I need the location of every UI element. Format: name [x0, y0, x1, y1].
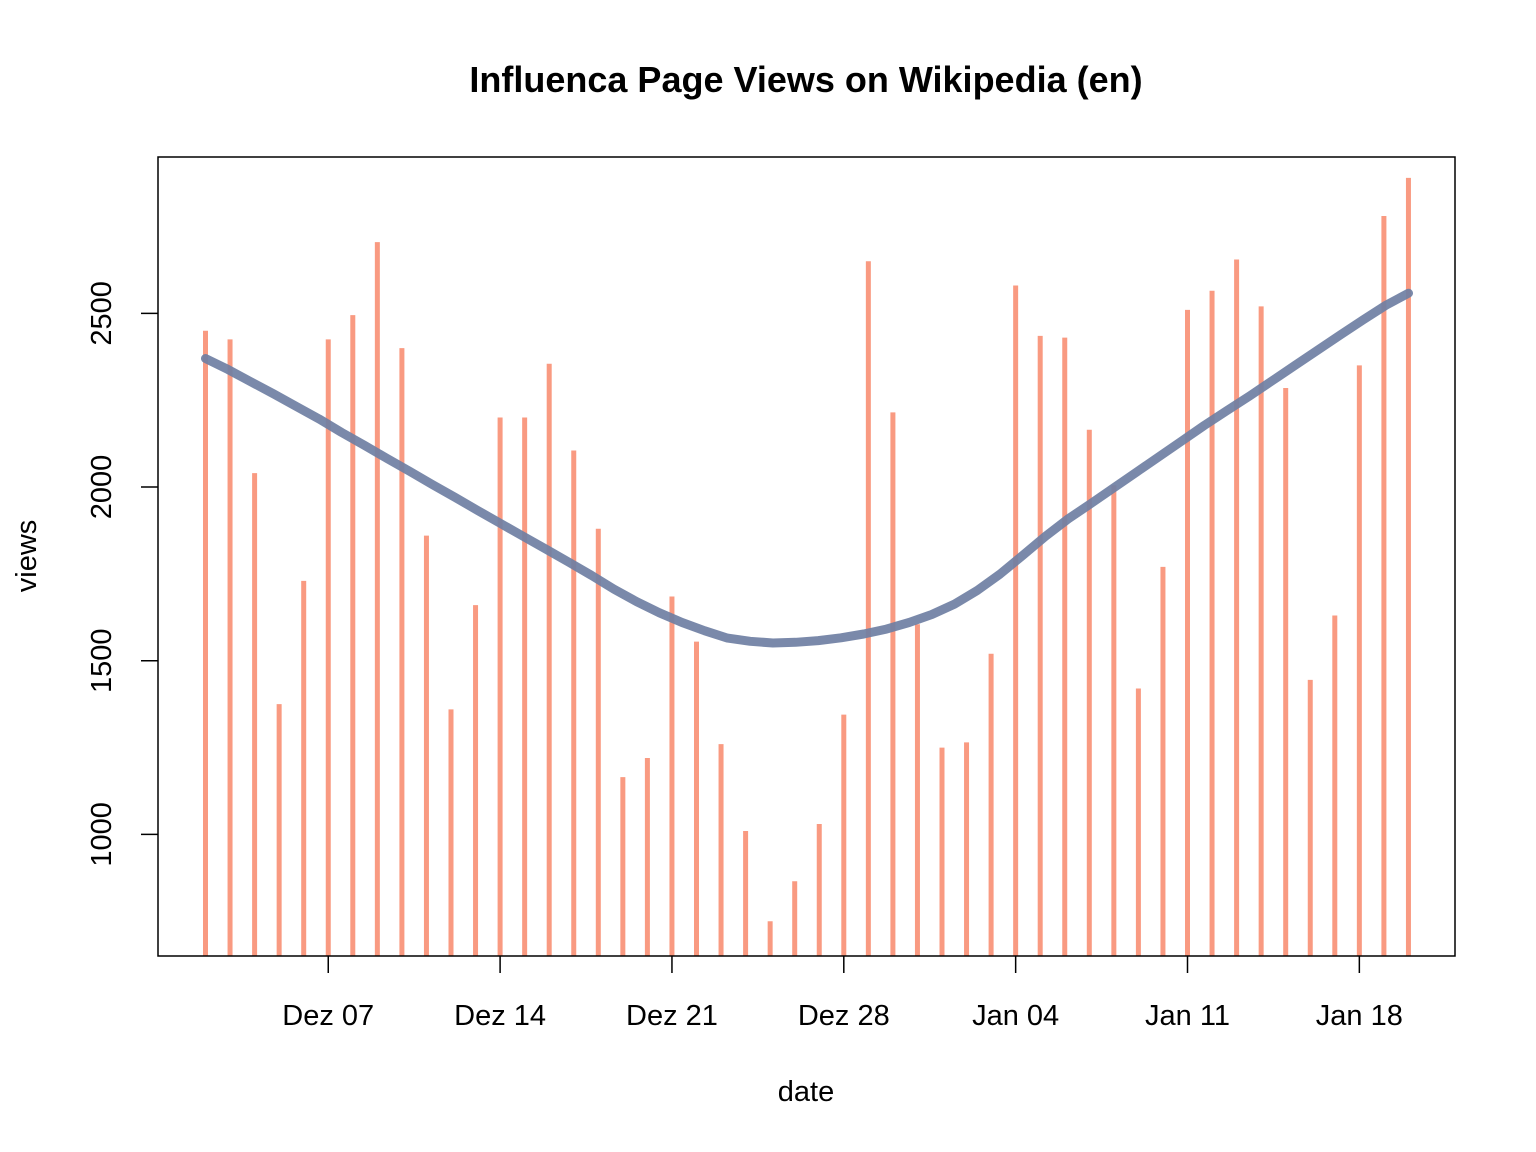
x-tick-label: Jan 18 — [1316, 1000, 1403, 1032]
y-tick-label: 2000 — [86, 455, 118, 520]
y-tick-label: 2500 — [86, 281, 118, 346]
x-tick-label: Jan 11 — [1145, 1000, 1230, 1032]
trend-line — [201, 288, 1413, 648]
x-tick-label: Jan 04 — [972, 1000, 1059, 1032]
x-tick-label: Dez 28 — [798, 1000, 890, 1032]
trend-group — [201, 288, 1413, 648]
x-tick-label: Dez 07 — [282, 1000, 374, 1032]
y-tick-label: 1500 — [86, 628, 118, 693]
chart-title: Influenca Page Views on Wikipedia (en) — [469, 59, 1142, 100]
x-tick-label: Dez 14 — [454, 1000, 546, 1032]
plot-frame — [157, 156, 1456, 957]
x-axis-label: date — [778, 1076, 834, 1108]
x-axis: Dez 07 Dez 14 Dez 21 Dez 28 Jan 04 Jan 11 Jan … — [282, 956, 1403, 1032]
y-axis: 1000 1500 2000 2500 — [86, 281, 158, 867]
x-tick-label: Dez 21 — [626, 1000, 718, 1032]
y-tick-label: 1000 — [86, 802, 118, 867]
y-axis-label: views — [11, 520, 43, 593]
bars-group — [203, 177, 1411, 956]
